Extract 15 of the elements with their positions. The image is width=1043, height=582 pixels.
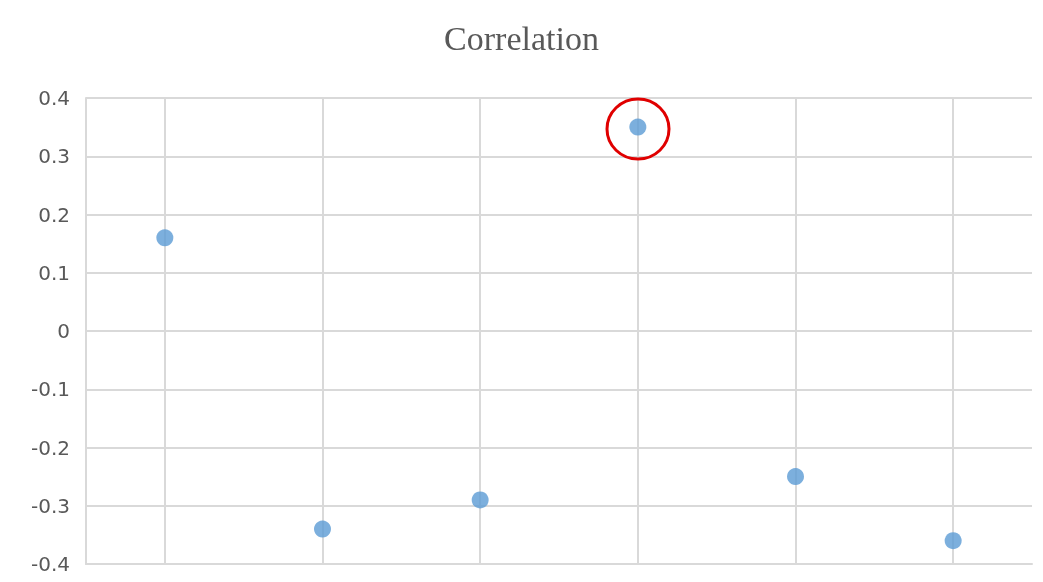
- y-tick-label: 0.4: [38, 86, 70, 110]
- point: [787, 468, 804, 486]
- point: [944, 532, 962, 550]
- y-tick-label: 0.2: [38, 202, 70, 227]
- point: [471, 491, 489, 509]
- y-tick-label: 0: [57, 319, 70, 343]
- y-tick-label: 0.1: [38, 260, 70, 285]
- y-tick-label: 0.3: [38, 144, 70, 169]
- chart-title: Correlation: [444, 19, 599, 57]
- y-tick-label: -0.3: [30, 493, 70, 518]
- y-tick-label: -0.4: [30, 552, 70, 576]
- point: [314, 520, 331, 538]
- y-tick-label: -0.1: [30, 377, 70, 402]
- y-tick-label: -0.2: [30, 435, 70, 460]
- point: [156, 229, 174, 247]
